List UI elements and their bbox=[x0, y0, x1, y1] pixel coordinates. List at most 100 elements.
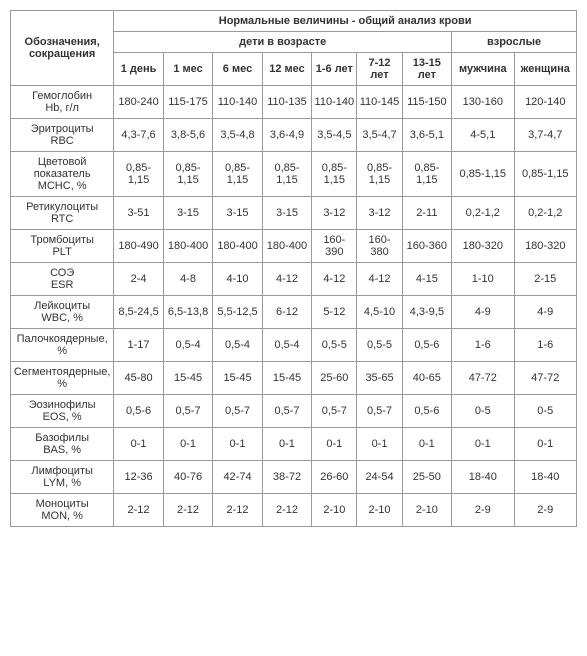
cell: 6-12 bbox=[262, 296, 311, 329]
cell: 2-10 bbox=[357, 494, 402, 527]
cell: 4-12 bbox=[357, 263, 402, 296]
cell: 0,5-4 bbox=[262, 329, 311, 362]
cell: 3,7-4,7 bbox=[514, 119, 577, 152]
cell: 0,5-6 bbox=[402, 329, 451, 362]
cell: 3,6-4,9 bbox=[262, 119, 311, 152]
row-label-line1: СОЭ bbox=[13, 267, 111, 279]
cell: 110-135 bbox=[262, 86, 311, 119]
cell: 47-72 bbox=[452, 362, 514, 395]
cell: 0,5-7 bbox=[357, 395, 402, 428]
row-label-line2: MCHC, % bbox=[13, 180, 111, 192]
cell: 4,3-9,5 bbox=[402, 296, 451, 329]
cell: 0-1 bbox=[262, 428, 311, 461]
row-label-line2: MON, % bbox=[13, 510, 111, 522]
cell: 8,5-24,5 bbox=[114, 296, 163, 329]
cell: 2-12 bbox=[262, 494, 311, 527]
table-row: МоноцитыMON, %2-122-122-122-122-102-102-… bbox=[11, 494, 577, 527]
cell: 6,5-13,8 bbox=[163, 296, 212, 329]
cell: 0,5-7 bbox=[312, 395, 357, 428]
row-label-line1: Лейкоциты bbox=[13, 300, 111, 312]
cell: 110-140 bbox=[312, 86, 357, 119]
cell: 2-9 bbox=[514, 494, 577, 527]
cell: 2-12 bbox=[114, 494, 163, 527]
cell: 25-50 bbox=[402, 461, 451, 494]
table-row: БазофилыBAS, %0-10-10-10-10-10-10-10-10-… bbox=[11, 428, 577, 461]
cell: 12-36 bbox=[114, 461, 163, 494]
cell: 15-45 bbox=[213, 362, 262, 395]
cell: 180-400 bbox=[213, 230, 262, 263]
cell: 1-6 bbox=[452, 329, 514, 362]
cell: 24-54 bbox=[357, 461, 402, 494]
cell: 0,5-5 bbox=[312, 329, 357, 362]
cbc-reference-table: Обозначения, сокращения Нормальные велич… bbox=[10, 10, 577, 527]
row-label: ЛейкоцитыWBC, % bbox=[11, 296, 114, 329]
cell: 115-150 bbox=[402, 86, 451, 119]
col-1mo: 1 мес bbox=[163, 53, 212, 86]
cell: 0,2-1,2 bbox=[514, 197, 577, 230]
cell: 4-10 bbox=[213, 263, 262, 296]
cell: 0,5-7 bbox=[262, 395, 311, 428]
cell: 0-5 bbox=[514, 395, 577, 428]
cell: 40-76 bbox=[163, 461, 212, 494]
header-top: Нормальные величины - общий анализ крови bbox=[114, 11, 577, 32]
row-label-line1: Сегментоядерные, bbox=[13, 366, 111, 378]
cell: 0,85-1,15 bbox=[452, 152, 514, 197]
row-label: МоноцитыMON, % bbox=[11, 494, 114, 527]
cell: 0-1 bbox=[402, 428, 451, 461]
cell: 180-320 bbox=[452, 230, 514, 263]
cell: 1-10 bbox=[452, 263, 514, 296]
table-header: Обозначения, сокращения Нормальные велич… bbox=[11, 11, 577, 86]
cell: 2-4 bbox=[114, 263, 163, 296]
table-row: ЛимфоцитыLYM, %12-3640-7642-7438-7226-60… bbox=[11, 461, 577, 494]
cell: 160-390 bbox=[312, 230, 357, 263]
cell: 0,85-1,15 bbox=[312, 152, 357, 197]
cell: 3-15 bbox=[262, 197, 311, 230]
row-label-line1: Ретикулоциты bbox=[13, 201, 111, 213]
row-label-line2: PLT bbox=[13, 246, 111, 258]
cell: 3,8-5,6 bbox=[163, 119, 212, 152]
cell: 180-400 bbox=[262, 230, 311, 263]
cell: 2-10 bbox=[312, 494, 357, 527]
cell: 2-12 bbox=[163, 494, 212, 527]
table-row: РетикулоцитыRTC3-513-153-153-153-123-122… bbox=[11, 197, 577, 230]
col-7-12y: 7-12 лет bbox=[357, 53, 402, 86]
cell: 110-145 bbox=[357, 86, 402, 119]
cell: 40-65 bbox=[402, 362, 451, 395]
table-row: ГемоглобинHb, г/л180-240115-175110-14011… bbox=[11, 86, 577, 119]
row-label-line1: Гемоглобин bbox=[13, 90, 111, 102]
col-male: мужчина bbox=[452, 53, 514, 86]
row-label-line2: EOS, % bbox=[13, 411, 111, 423]
cell: 3,5-4,7 bbox=[357, 119, 402, 152]
cell: 3-12 bbox=[357, 197, 402, 230]
row-label-line2: Hb, г/л bbox=[13, 102, 111, 114]
row-label: СОЭESR bbox=[11, 263, 114, 296]
cell: 45-80 bbox=[114, 362, 163, 395]
cell: 4,5-10 bbox=[357, 296, 402, 329]
cell: 1-6 bbox=[514, 329, 577, 362]
row-label-line2: RTC bbox=[13, 213, 111, 225]
cell: 18-40 bbox=[514, 461, 577, 494]
table-row: ЭозинофилыEOS, %0,5-60,5-70,5-70,5-70,5-… bbox=[11, 395, 577, 428]
cell: 0-1 bbox=[357, 428, 402, 461]
row-label-line2: % bbox=[13, 378, 111, 390]
cell: 3,6-5,1 bbox=[402, 119, 451, 152]
cell: 160-360 bbox=[402, 230, 451, 263]
cell: 0-1 bbox=[312, 428, 357, 461]
row-label-line1: Моноциты bbox=[13, 498, 111, 510]
cell: 0,5-5 bbox=[357, 329, 402, 362]
cell: 180-320 bbox=[514, 230, 577, 263]
cell: 4-5,1 bbox=[452, 119, 514, 152]
col-female: женщина bbox=[514, 53, 577, 86]
cell: 0,5-7 bbox=[163, 395, 212, 428]
header-label: Обозначения, сокращения bbox=[11, 11, 114, 86]
header-adults-group: взрослые bbox=[452, 32, 577, 53]
cell: 42-74 bbox=[213, 461, 262, 494]
row-label-line1: Палочкоядерные, bbox=[13, 333, 111, 345]
cell: 180-240 bbox=[114, 86, 163, 119]
row-label: ЛимфоцитыLYM, % bbox=[11, 461, 114, 494]
cell: 0-1 bbox=[452, 428, 514, 461]
cell: 0-1 bbox=[114, 428, 163, 461]
row-label-line2: ESR bbox=[13, 279, 111, 291]
cell: 4-9 bbox=[514, 296, 577, 329]
row-label-line2: LYM, % bbox=[13, 477, 111, 489]
